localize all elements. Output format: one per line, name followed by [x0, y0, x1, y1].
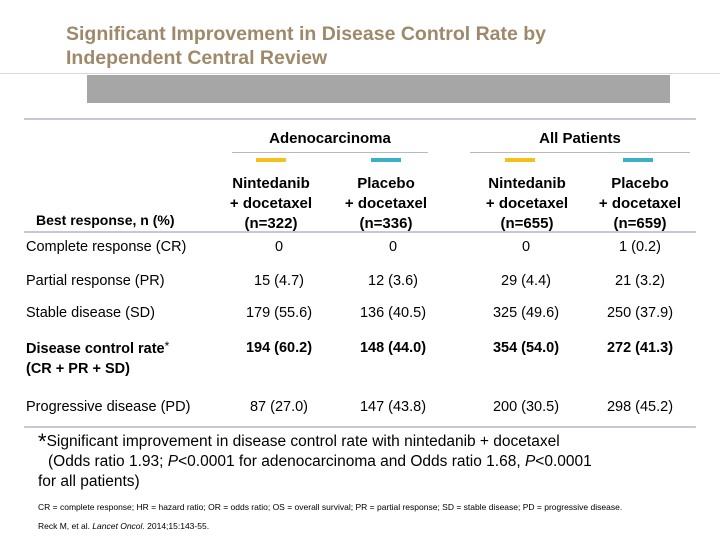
column-header-nintedanib-adeno: Nintedanib + docetaxel (n=322) [229, 175, 313, 232]
table-cell: 354 (54.0) [492, 340, 560, 356]
table-cell: 136 (40.5) [359, 305, 427, 321]
reference-citation: Reck M, et al. Lancet Oncol. 2014;15:143… [38, 521, 210, 531]
table-header-rule [24, 231, 696, 233]
title-divider [0, 73, 720, 74]
nintedanib-legend-swatch [256, 158, 286, 162]
table-bottom-rule [24, 426, 696, 428]
table-cell: 194 (60.2) [245, 340, 313, 356]
table-cell: 29 (4.4) [501, 273, 551, 289]
title-accent-bar [87, 75, 670, 103]
column-header-placebo-all: Placebo + docetaxel (n=659) [598, 175, 682, 232]
footnote-asterisk: * [38, 429, 47, 454]
table-cell: 250 (37.9) [606, 305, 674, 321]
placebo-legend-swatch [623, 158, 653, 162]
group-header-adenocarcinoma: Adenocarcinoma [269, 130, 391, 147]
group-header-all-patients: All Patients [539, 130, 621, 147]
placebo-legend-swatch [371, 158, 401, 162]
table-cell: 15 (4.7) [254, 273, 304, 289]
group-underline-all-patients [470, 152, 690, 153]
table-cell: 325 (49.6) [492, 305, 560, 321]
slide-title: Significant Improvement in Disease Contr… [66, 22, 666, 70]
slide-title-line-1: Significant Improvement in Disease Contr… [66, 23, 547, 45]
table-cell: 148 (44.0) [359, 340, 427, 356]
table-cell: 147 (43.8) [359, 399, 427, 415]
table-cell: 272 (41.3) [606, 340, 674, 356]
nintedanib-legend-swatch [505, 158, 535, 162]
row-header-label: Best response, n (%) [36, 212, 175, 228]
group-underline-adenocarcinoma [232, 152, 428, 153]
column-header-placebo-adeno: Placebo + docetaxel (n=336) [344, 175, 428, 232]
table-cell: 87 (27.0) [249, 399, 309, 415]
table-cell: 0 [521, 239, 531, 255]
table-cell: 200 (30.5) [492, 399, 560, 415]
footnote: *Significant improvement in disease cont… [38, 429, 592, 491]
table-cell: 21 (3.2) [615, 273, 665, 289]
column-header-nintedanib-all: Nintedanib + docetaxel (n=655) [485, 175, 569, 232]
footnote-asterisk: * [164, 339, 170, 353]
row-label-progressive-disease: Progressive disease (PD) [26, 399, 191, 415]
row-label-disease-control-rate: Disease control rate* (CR + PR + SD) [26, 339, 170, 377]
slide-title-line-2: Independent Central Review [66, 47, 328, 69]
table-top-rule [24, 118, 696, 120]
row-label-stable-disease: Stable disease (SD) [26, 305, 155, 321]
table-cell: 298 (45.2) [606, 399, 674, 415]
table-cell: 0 [388, 239, 398, 255]
table-cell: 1 (0.2) [619, 239, 661, 255]
row-label-complete-response: Complete response (CR) [26, 239, 187, 255]
row-label-partial-response: Partial response (PR) [26, 273, 165, 289]
table-cell: 0 [274, 239, 284, 255]
table-cell: 12 (3.6) [368, 273, 418, 289]
abbreviations-note: CR = complete response; HR = hazard rati… [38, 502, 623, 512]
table-cell: 179 (55.6) [245, 305, 313, 321]
